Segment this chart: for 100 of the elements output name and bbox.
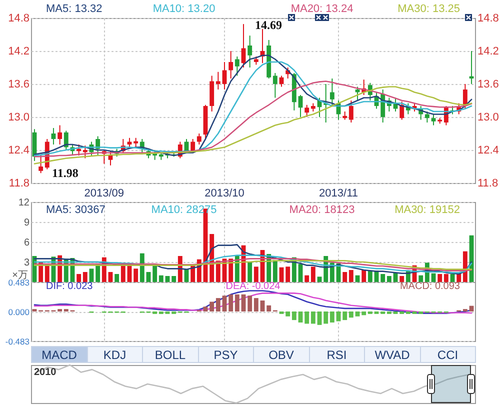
- candlestick: [234, 56, 240, 76]
- bar: [324, 312, 328, 324]
- bar: [140, 253, 144, 282]
- series-label: MACD: 0.093: [400, 281, 460, 292]
- bar: [368, 270, 372, 282]
- y-tick-label: 3: [24, 258, 30, 268]
- y2-tick-label: 12.4: [478, 144, 499, 156]
- bar: [89, 268, 94, 282]
- candlestick: [216, 71, 220, 90]
- bar: [348, 270, 354, 282]
- y-tick-label: 14.2: [8, 46, 30, 58]
- candlestick: [38, 155, 44, 174]
- y-tick-label: 13.6: [8, 78, 30, 90]
- candlestick: [196, 133, 202, 145]
- bar: [304, 275, 310, 282]
- bar: [172, 276, 176, 282]
- annotation: 2010: [34, 367, 57, 378]
- bar: [210, 302, 214, 312]
- y-tick-label: 14.8: [8, 12, 30, 24]
- bar: [254, 298, 258, 312]
- bar: [108, 272, 113, 282]
- text: CCI: [420, 346, 476, 363]
- bar: [362, 270, 366, 282]
- bar: [450, 274, 455, 282]
- bar: [272, 260, 278, 282]
- bar: [203, 306, 208, 312]
- bar: [348, 312, 354, 318]
- y-tick-label: 13.0: [8, 112, 30, 124]
- bar: [330, 312, 334, 322]
- candlestick: [64, 130, 68, 150]
- text: MACD: [31, 346, 88, 363]
- bar: [304, 312, 310, 324]
- x-tick-label: 2013/09: [84, 188, 124, 200]
- y-tick-label: -0.483: [5, 336, 30, 346]
- bar: [286, 312, 290, 316]
- bar: [234, 294, 240, 312]
- bar: [216, 298, 220, 312]
- y2-tick-label: 13.6: [478, 78, 499, 90]
- bar: [248, 296, 252, 312]
- bar: [310, 312, 316, 324]
- bar: [44, 264, 50, 282]
- bar: [298, 264, 303, 282]
- bar: [342, 312, 348, 320]
- bar: [76, 274, 82, 282]
- candlestick: [108, 150, 113, 166]
- bar: [362, 312, 366, 316]
- bar: [248, 262, 252, 282]
- text: MA20: 18123: [289, 204, 355, 216]
- bar: [114, 274, 120, 282]
- text: BOLL: [142, 346, 198, 363]
- bar: [165, 276, 170, 282]
- bar: [146, 272, 151, 282]
- candlestick: [272, 72, 278, 98]
- candlestick: [348, 100, 354, 123]
- candlestick: [431, 114, 436, 126]
- bar: [96, 264, 100, 282]
- y-tick-label: 9: [24, 218, 30, 228]
- bar: [152, 264, 158, 282]
- candlestick: [248, 35, 252, 68]
- candlestick: [82, 145, 88, 159]
- bar: [317, 312, 322, 325]
- bar: [260, 300, 265, 312]
- bar: [317, 276, 322, 282]
- text: MA20: 13.24: [290, 3, 354, 15]
- annotation: 14.69: [255, 18, 282, 32]
- y2-tick-label: 14.8: [478, 12, 499, 24]
- text: KDJ: [86, 346, 143, 363]
- bar: [134, 268, 138, 282]
- bar: [336, 312, 341, 322]
- candlestick: [228, 50, 234, 79]
- text: PSY: [198, 346, 254, 363]
- series-label: DIF: 0.023: [46, 281, 94, 292]
- y2-tick-label: 14.2: [478, 46, 499, 58]
- bar: [82, 272, 88, 282]
- text: MA30: 13.25: [398, 3, 460, 15]
- bar: [254, 266, 258, 282]
- y-tick-label: 12.4: [8, 144, 30, 156]
- annotation: 11.98: [52, 166, 78, 180]
- bar: [292, 312, 296, 320]
- candlestick: [330, 78, 334, 106]
- y-tick-label: 11.8: [8, 178, 30, 190]
- candlestick: [76, 144, 82, 156]
- bar: [418, 275, 424, 282]
- candlestick: [58, 124, 62, 145]
- bar: [266, 305, 272, 312]
- y-tick-label: 0.000: [8, 307, 30, 317]
- candlestick: [400, 101, 404, 120]
- text: MA30: 19152: [394, 204, 460, 216]
- bar: [158, 275, 164, 282]
- candlestick: [298, 94, 303, 118]
- text: WVAD: [364, 346, 420, 363]
- candlestick: [355, 86, 360, 101]
- bar: [286, 266, 290, 282]
- candlestick: [51, 128, 56, 145]
- bar: [298, 312, 303, 322]
- text: MA10: 28275: [151, 204, 217, 216]
- text: RSI: [308, 346, 365, 363]
- bar: [342, 272, 348, 282]
- bar: [444, 274, 448, 282]
- bar: [400, 276, 404, 282]
